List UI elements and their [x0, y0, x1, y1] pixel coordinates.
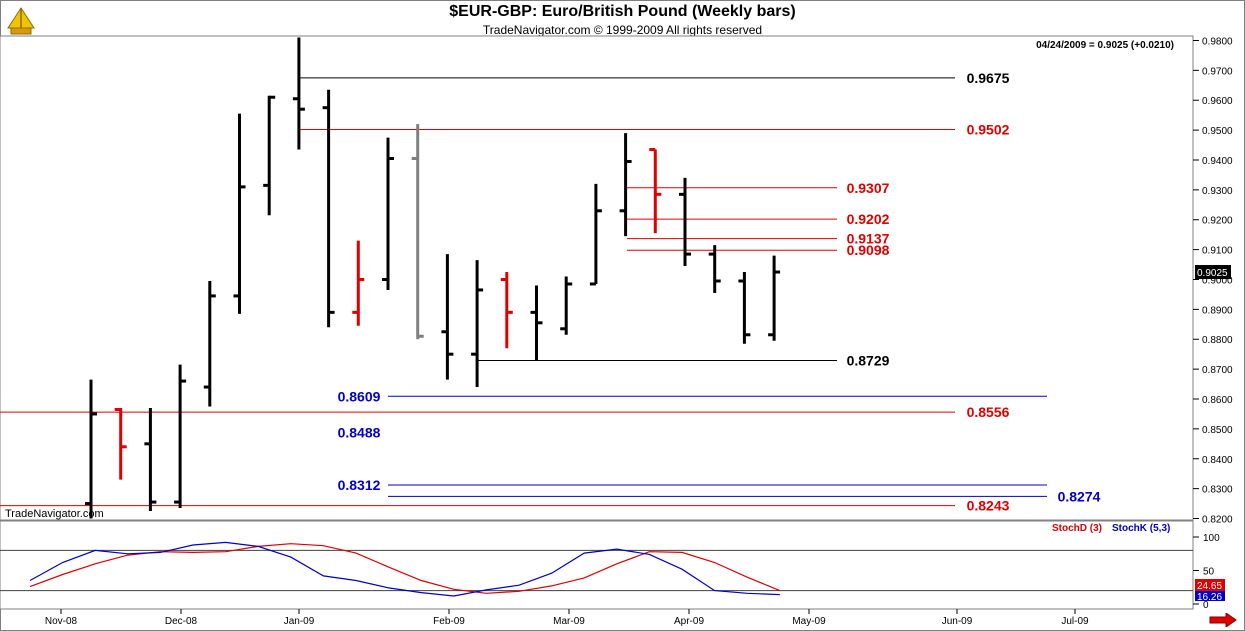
ohlc-bars: [85, 37, 781, 519]
watermark-label: TradeNavigator.com: [5, 508, 104, 520]
level-label: 0.9502: [967, 122, 1010, 138]
last-price-label: 0.9025: [1197, 268, 1228, 279]
price-tick-label: 0.8600: [1202, 395, 1233, 406]
time-tick-label: Dec-08: [165, 616, 198, 627]
price-tick-label: 0.9600: [1202, 96, 1233, 107]
stochk-legend-label: StochK (5,3): [1112, 523, 1170, 534]
level-label: 0.8609: [338, 388, 381, 404]
price-tick-label: 0.9100: [1202, 246, 1233, 257]
stochastic-lines: StochD (3) StochK (5,3): [0, 523, 1193, 597]
price-tick-label: 0.9800: [1202, 36, 1233, 47]
time-tick-label: Apr-09: [674, 616, 704, 627]
price-tick-label: 0.8300: [1202, 485, 1233, 496]
stochastic-tick-label: 50: [1203, 567, 1215, 578]
level-label: 0.9307: [847, 180, 890, 196]
price-tick-label: 0.8200: [1202, 515, 1233, 526]
stochastics-panel: [0, 520, 1194, 610]
tradenavigator-logo-icon: [7, 7, 35, 35]
level-label: 0.9137: [847, 231, 890, 247]
price-tick-label: 0.9700: [1202, 66, 1233, 77]
scroll-right-arrow-icon[interactable]: [1208, 613, 1238, 627]
stochd-legend-label: StochD (3): [1052, 523, 1102, 534]
level-label: 0.8274: [1058, 488, 1101, 504]
time-tick-label: Jun-09: [942, 616, 973, 627]
stochd-last-value-label: 24.65: [1197, 581, 1222, 592]
price-tick-label: 0.8400: [1202, 455, 1233, 466]
price-tick-label: 0.9300: [1202, 186, 1233, 197]
stochk-last-value-label: 16.26: [1197, 592, 1222, 603]
stochastic-tick-label: 0: [1203, 600, 1209, 611]
stochd-last-value-box: [1195, 579, 1225, 591]
level-label: 0.9098: [847, 242, 890, 258]
last-price-box: [1195, 265, 1231, 280]
time-tick-label: Nov-08: [45, 616, 78, 627]
chart-title: $EUR-GBP: Euro/British Pound (Weekly bar…: [449, 3, 796, 20]
level-label: 0.8312: [338, 477, 381, 493]
stochastic-tick-label: 100: [1203, 533, 1220, 544]
chart-subtitle: TradeNavigator.com © 1999-2009 All right…: [482, 23, 763, 37]
price-tick-label: 0.9500: [1202, 126, 1233, 137]
stochk-last-value-box: [1195, 591, 1225, 601]
level-label: 0.8243: [967, 498, 1010, 514]
time-axis: Nov-08 Dec-08 Jan-09 Feb-09 Mar-09 Apr-09 May-…: [45, 609, 1089, 627]
time-tick-label: Jan-09: [284, 616, 315, 627]
price-tick-label: 0.8700: [1202, 365, 1233, 376]
level-label: 0.8556: [967, 404, 1010, 420]
stochastic-series-line: [29, 541, 780, 597]
price-tick-label: 0.9200: [1202, 216, 1233, 227]
time-tick-label: Jul-09: [1061, 616, 1089, 627]
level-label: 0.8488: [338, 424, 381, 440]
time-tick-label: Mar-09: [553, 616, 585, 627]
level-label: 0.9675: [967, 70, 1010, 86]
time-tick-label: Feb-09: [433, 616, 465, 627]
level-label: 0.8729: [847, 352, 890, 368]
price-tick-label: 0.8900: [1202, 305, 1233, 316]
price-axis: 0.9800 0.9700 0.9600 0.9500 0.9400 0.9300 0.92…: [1193, 36, 1233, 526]
quote-label: 04/24/2009 = 0.9025 (+0.0210): [1036, 40, 1174, 51]
price-tick-label: 0.8500: [1202, 425, 1233, 436]
price-tick-label: 0.8800: [1202, 335, 1233, 346]
price-tick-label: 0.9400: [1202, 156, 1233, 167]
level-label: 0.9202: [847, 211, 890, 227]
time-tick-label: May-09: [792, 616, 826, 627]
price-tick-label: 0.9000: [1202, 275, 1233, 286]
